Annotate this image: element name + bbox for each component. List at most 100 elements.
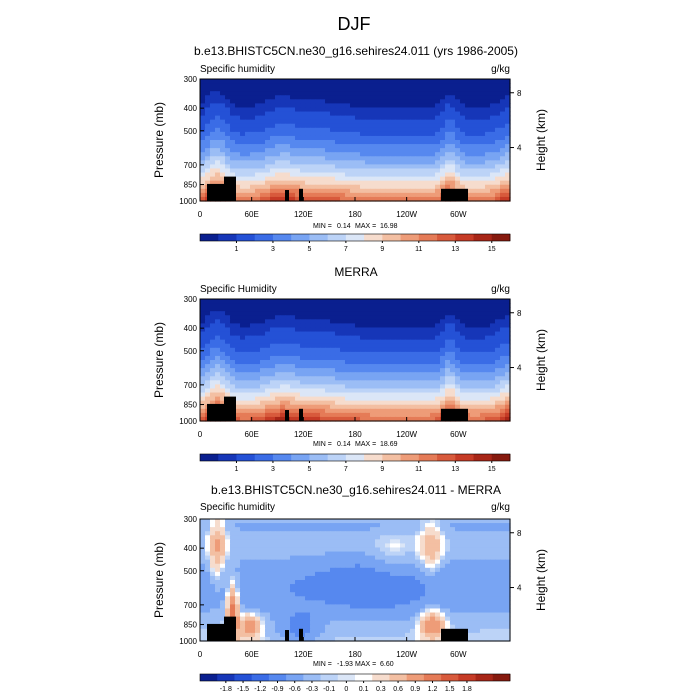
heat-cell xyxy=(320,135,326,141)
units-label: g/kg xyxy=(491,502,510,513)
heat-cell xyxy=(335,584,341,589)
heat-cell xyxy=(280,172,286,178)
heat-cell xyxy=(245,531,251,536)
heat-cell xyxy=(435,184,441,190)
heat-cell xyxy=(355,123,361,129)
heat-cell xyxy=(400,307,406,312)
heat-cell xyxy=(400,531,406,536)
heat-cell xyxy=(310,339,316,345)
heat-cell xyxy=(450,319,456,324)
heat-cell xyxy=(295,299,301,304)
heat-cell xyxy=(365,404,371,410)
heat-cell xyxy=(240,551,246,557)
heat-cell xyxy=(230,327,236,333)
heat-cell xyxy=(450,588,456,593)
heat-cell xyxy=(440,376,446,381)
heat-cell xyxy=(255,408,261,414)
heat-cell xyxy=(275,547,281,553)
heat-cell xyxy=(410,355,416,361)
heat-cell xyxy=(210,123,216,129)
heat-cell xyxy=(210,131,216,137)
heat-cell xyxy=(500,107,506,113)
heat-cell xyxy=(495,83,501,88)
heat-cell xyxy=(330,115,336,121)
heat-cell xyxy=(400,376,406,381)
heat-cell xyxy=(270,531,276,536)
heat-cell xyxy=(310,111,316,117)
heat-cell xyxy=(495,299,501,304)
heat-cell xyxy=(380,355,386,361)
heat-cell xyxy=(255,152,261,157)
heat-cell xyxy=(505,103,511,109)
heat-cell xyxy=(440,87,446,92)
heat-cell xyxy=(420,551,426,557)
heat-cell xyxy=(365,547,371,553)
heat-cell xyxy=(210,588,216,593)
heat-cell xyxy=(490,360,496,365)
heat-cell xyxy=(280,400,286,406)
heat-cell xyxy=(275,563,281,569)
heat-cell xyxy=(270,351,276,357)
heat-cell xyxy=(215,127,221,133)
heat-cell xyxy=(485,123,491,129)
heat-cell xyxy=(330,184,336,190)
heat-cell xyxy=(235,115,241,121)
heat-cell xyxy=(375,364,381,369)
heat-cell xyxy=(290,152,296,157)
heat-cell xyxy=(325,123,331,129)
heat-cell xyxy=(435,559,441,565)
heat-cell xyxy=(320,347,326,353)
heat-cell xyxy=(450,148,456,153)
heat-cell xyxy=(505,547,511,553)
heat-cell xyxy=(500,523,506,528)
heat-cell xyxy=(410,372,416,377)
heat-cell xyxy=(380,372,386,377)
heat-cell xyxy=(380,95,386,100)
heat-cell xyxy=(380,315,386,320)
heat-cell xyxy=(285,360,291,365)
heat-cell xyxy=(270,99,276,104)
heat-cell xyxy=(470,347,476,353)
heat-cell xyxy=(250,303,256,308)
heat-cell xyxy=(275,392,281,398)
heat-cell xyxy=(230,131,236,137)
heat-cell xyxy=(455,79,461,84)
heat-cell xyxy=(215,323,221,329)
heat-cell xyxy=(330,123,336,129)
heat-cell xyxy=(260,180,266,186)
heat-cell xyxy=(265,131,271,137)
heat-cell xyxy=(275,140,281,145)
y-tick-label: 700 xyxy=(184,381,198,390)
heat-cell xyxy=(300,91,306,96)
heat-cell xyxy=(475,131,481,137)
heat-cell xyxy=(215,160,221,165)
heat-cell xyxy=(445,380,451,385)
heat-cell xyxy=(345,315,351,320)
heat-cell xyxy=(245,343,251,349)
heat-cell xyxy=(470,87,476,92)
heat-cell xyxy=(235,303,241,308)
heat-cell xyxy=(385,571,391,577)
heat-cell xyxy=(200,119,206,125)
heat-cell xyxy=(325,95,331,100)
heat-cell xyxy=(350,123,356,129)
heat-cell xyxy=(250,140,256,145)
heat-cell xyxy=(360,83,366,88)
heat-cell xyxy=(290,571,296,577)
heat-cell xyxy=(345,416,351,422)
heat-cell xyxy=(215,319,221,324)
heat-cell xyxy=(235,355,241,361)
heat-cell xyxy=(495,539,501,544)
heat-cell xyxy=(275,347,281,353)
heat-cell xyxy=(200,123,206,129)
heat-cell xyxy=(365,408,371,414)
heat-cell xyxy=(380,135,386,141)
heat-cell xyxy=(305,404,311,410)
heat-cell xyxy=(415,95,421,100)
heat-cell xyxy=(275,343,281,349)
heat-cell xyxy=(400,119,406,125)
heat-cell xyxy=(395,571,401,577)
heat-cell xyxy=(450,388,456,394)
heat-cell xyxy=(365,396,371,402)
heat-cell xyxy=(500,527,506,532)
